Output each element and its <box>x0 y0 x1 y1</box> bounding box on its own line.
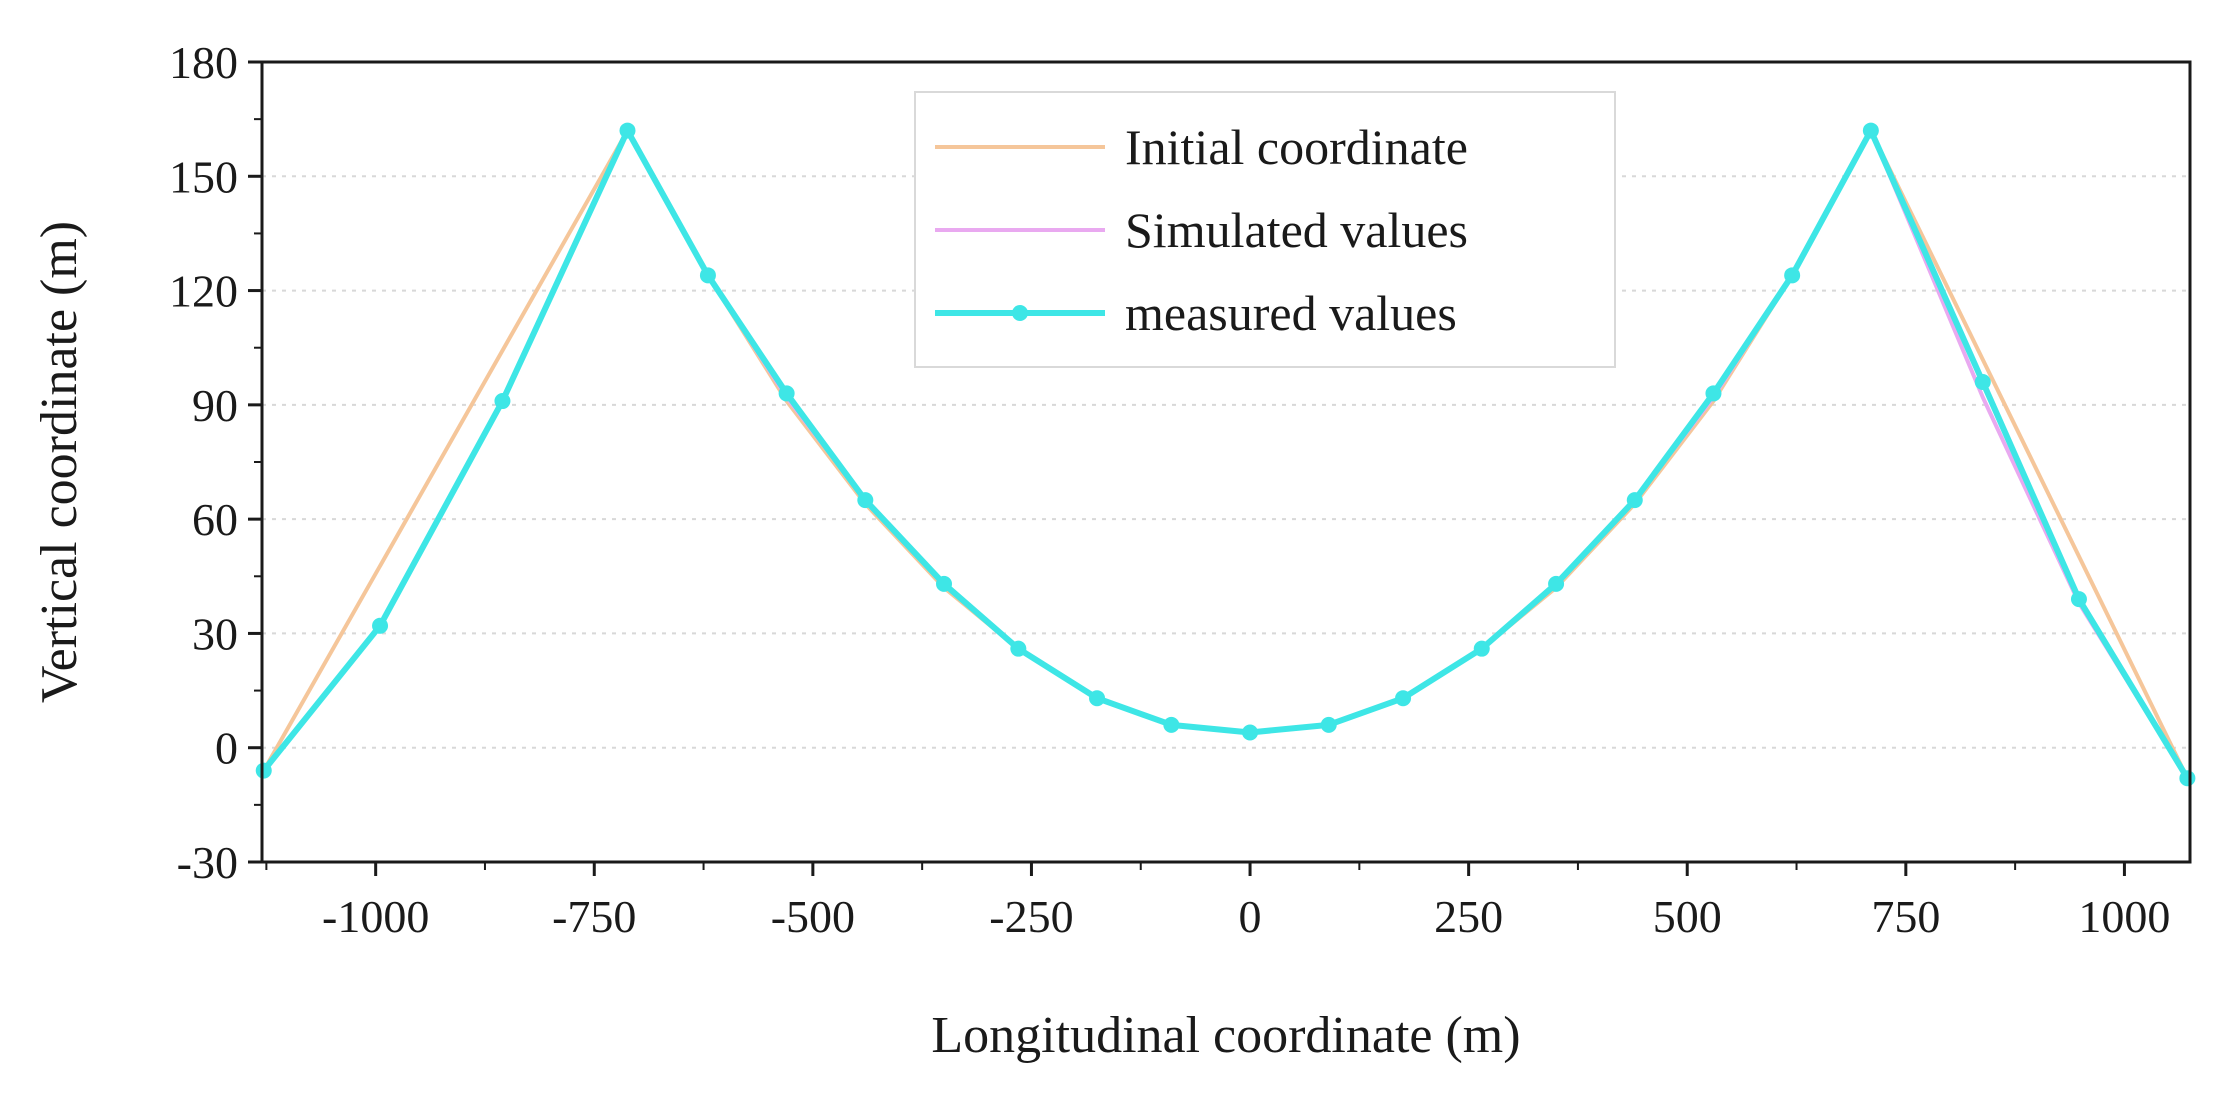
legend-label: Initial coordinate <box>1125 119 1468 175</box>
data-point <box>1010 640 1027 657</box>
data-point <box>372 617 389 634</box>
data-point <box>255 762 272 779</box>
data-point <box>1089 690 1106 707</box>
data-point <box>2179 770 2196 787</box>
data-point <box>1974 374 1991 390</box>
data-point <box>1163 716 1180 733</box>
x-tick-label: 750 <box>1871 891 1940 942</box>
y-tick-label: 30 <box>192 608 238 659</box>
y-tick-label: 120 <box>169 266 238 317</box>
x-tick-label: 0 <box>1239 891 1262 942</box>
y-axis-title: Vertical coordinate (m) <box>31 221 88 703</box>
data-point <box>494 393 511 410</box>
legend-entry: Simulated values <box>935 202 1468 258</box>
plot-series <box>255 122 2196 787</box>
legend-entry: measured values <box>935 285 1457 341</box>
data-point <box>1548 575 1565 592</box>
x-tick-label: -1000 <box>322 891 429 942</box>
data-point <box>857 492 874 509</box>
data-point <box>1242 724 1259 741</box>
legend-label: Simulated values <box>1125 202 1468 258</box>
data-point <box>699 267 716 284</box>
data-point <box>1784 267 1801 284</box>
y-tick-label: 0 <box>215 723 238 774</box>
legend-marker <box>1012 305 1028 321</box>
data-point <box>1473 640 1490 657</box>
x-tick-label: 250 <box>1434 891 1503 942</box>
y-tick-label: -30 <box>177 837 238 888</box>
y-tick-label: 90 <box>192 380 238 431</box>
axis-ticks: -30 0 30 60 90 120 150 180 -1000 -750 -500 -250 0 250… <box>169 37 2170 942</box>
data-point <box>1862 122 1879 139</box>
x-tick-label: 500 <box>1653 891 1722 942</box>
data-point <box>936 575 953 592</box>
y-tick-label: 60 <box>192 494 238 545</box>
series-3 <box>255 122 2196 787</box>
x-axis-title: Longitudinal coordinate (m) <box>931 1007 1520 1064</box>
legend-entry: Initial coordinate <box>935 119 1468 175</box>
x-tick-label: 1000 <box>2078 891 2170 942</box>
x-tick-label: -750 <box>552 891 636 942</box>
data-point <box>778 385 795 402</box>
data-point <box>1705 385 1722 402</box>
legend-label: measured values <box>1125 285 1457 341</box>
y-tick-label: 150 <box>169 151 238 202</box>
x-tick-label: -250 <box>989 891 1073 942</box>
data-point <box>2070 591 2087 608</box>
legend: Initial coordinate Simulated values measur… <box>914 91 1616 368</box>
data-point <box>1395 690 1412 707</box>
x-tick-label: -500 <box>771 891 855 942</box>
y-tick-label: 180 <box>169 37 238 88</box>
data-point <box>1626 492 1643 509</box>
data-point <box>1320 716 1337 733</box>
data-point <box>619 122 636 139</box>
